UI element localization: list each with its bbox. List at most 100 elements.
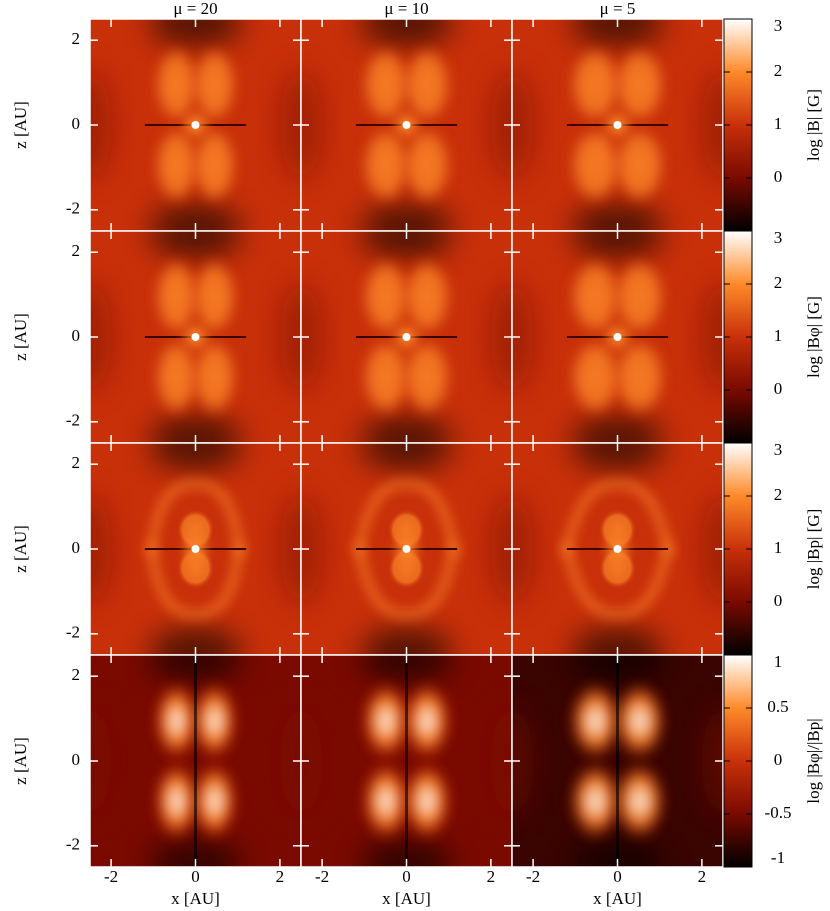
y-tick-label: -2: [66, 835, 80, 854]
lobe: [401, 125, 453, 206]
colorbar-label: log |Bφ|/|Bp|: [804, 718, 823, 803]
lobe: [401, 256, 453, 337]
dark-region: [360, 205, 453, 231]
heatmap-panel: [512, 231, 723, 443]
center-spot: [613, 545, 622, 553]
center-spot: [402, 545, 411, 553]
colorbar-tick-label: 0.5: [767, 697, 788, 716]
y-axis-label: z [AU]: [11, 313, 30, 361]
lobe: [612, 680, 667, 761]
dark-region: [149, 629, 242, 655]
y-tick-label: 0: [72, 750, 81, 769]
colorbar-tick-label: 0: [774, 591, 783, 610]
column-title: μ = 20: [173, 0, 217, 18]
heatmap-panel: [512, 655, 723, 867]
x-tick-label: 0: [402, 867, 411, 886]
lobe: [176, 508, 215, 552]
field-arc: [147, 542, 244, 618]
colorbar-tick-label: 0: [774, 167, 783, 186]
heatmap-panel: [90, 443, 301, 655]
x-tick-label: -2: [526, 867, 540, 886]
x-tick-label: 2: [698, 867, 707, 886]
lobe: [401, 337, 453, 418]
y-tick-label: 2: [72, 241, 81, 260]
lobe: [401, 44, 453, 125]
dark-region: [571, 231, 664, 257]
heatmap-panel: [512, 19, 723, 231]
dark-region: [571, 205, 664, 231]
colorbar-tick-label: 2: [774, 273, 783, 292]
lobe: [598, 508, 637, 552]
lobe: [387, 546, 426, 590]
heatmap-panel: [301, 19, 512, 231]
colorbar-tick-label: 0: [774, 750, 783, 769]
center-spot: [402, 121, 411, 129]
y-axis-label: z [AU]: [11, 525, 30, 573]
dark-region: [149, 205, 242, 231]
center-spot: [191, 333, 200, 341]
y-tick-label: -2: [66, 411, 80, 430]
field-arc: [355, 480, 458, 556]
center-spot: [191, 121, 200, 129]
dark-region: [571, 417, 664, 443]
colorbar-tick-label: 1: [774, 326, 783, 345]
colorbar-tick-label: 3: [774, 228, 783, 247]
heatmap-panel: [301, 655, 512, 867]
field-arc: [147, 480, 244, 556]
y-tick-label: -2: [66, 199, 80, 218]
lobe: [191, 256, 238, 337]
colorbar-tick-label: 3: [774, 16, 783, 35]
center-spot: [402, 333, 411, 341]
dark-region: [571, 443, 664, 469]
lobe: [360, 680, 412, 761]
x-axis-label: x [AU]: [593, 889, 642, 908]
colorbar-label: log |Bφ| [G]: [804, 296, 823, 378]
y-axis-label: z [AU]: [11, 101, 30, 149]
field-arc: [562, 542, 673, 618]
field-arc: [355, 542, 458, 618]
x-tick-label: -2: [315, 867, 329, 886]
lobe: [360, 761, 412, 842]
lobe: [153, 125, 200, 206]
x-axis-label: x [AU]: [171, 889, 220, 908]
lobe: [401, 761, 453, 842]
colorbar-label: log |Bp| [G]: [804, 509, 823, 589]
colorbar-tick-label: 0: [774, 379, 783, 398]
y-axis-label: z [AU]: [11, 737, 30, 785]
lobe: [401, 680, 453, 761]
center-spot: [191, 545, 200, 553]
colorbar-tick-label: 3: [774, 440, 783, 459]
lobe: [568, 44, 623, 125]
lobe: [598, 546, 637, 590]
x-tick-label: 2: [487, 867, 496, 886]
lobe: [568, 680, 623, 761]
lobe: [360, 256, 412, 337]
lobe: [191, 125, 238, 206]
colorbar-label: log |B| [G]: [804, 89, 823, 161]
heatmap-panel: [512, 443, 723, 655]
y-tick-label: 0: [72, 114, 81, 133]
lobe: [153, 337, 200, 418]
lobe: [360, 337, 412, 418]
colorbar-tick-label: 2: [774, 61, 783, 80]
y-tick-label: 0: [72, 538, 81, 557]
heatmap-panel: [90, 655, 301, 867]
field-arc: [562, 480, 673, 556]
center-spot: [613, 121, 622, 129]
x-tick-label: 0: [191, 867, 200, 886]
lobe: [568, 125, 623, 206]
lobe: [568, 761, 623, 842]
colorbar-tick-label: -1: [771, 848, 785, 867]
lobe: [387, 508, 426, 552]
heatmap-panel: [90, 231, 301, 443]
dark-region: [360, 443, 453, 469]
heatmap-panel: [301, 231, 512, 443]
x-tick-label: 0: [613, 867, 622, 886]
dark-region: [360, 19, 453, 45]
lobe: [612, 256, 667, 337]
dark-region: [360, 417, 453, 443]
lobe: [612, 44, 667, 125]
colorbar-tick-label: 1: [774, 652, 783, 671]
lobe: [153, 680, 200, 761]
